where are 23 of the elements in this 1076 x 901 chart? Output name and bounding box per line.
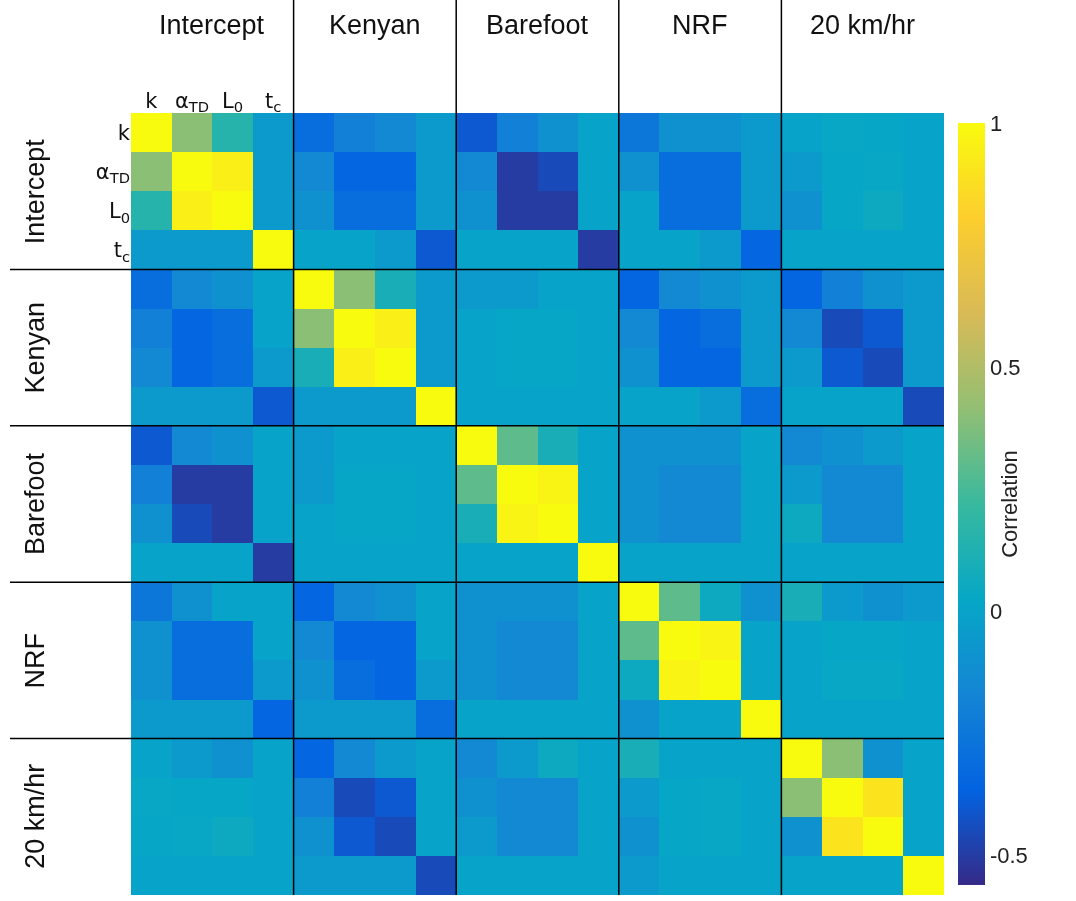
y-tick-label: L$_{0}$ bbox=[108, 199, 130, 226]
x-tick-label: k bbox=[145, 88, 159, 113]
color-bar-label: 1 bbox=[989, 110, 1003, 136]
text: NRF bbox=[19, 632, 50, 689]
text: 20 km/hr bbox=[20, 763, 51, 869]
y-tick-label: t$_{c}$ bbox=[113, 238, 130, 265]
text: Intercept bbox=[159, 10, 265, 40]
color-bar-label: 0.5 bbox=[989, 354, 1021, 380]
text: NRF bbox=[672, 10, 728, 40]
color-bar-title: Correlation bbox=[997, 450, 1022, 558]
y-tick-label: k bbox=[117, 120, 131, 145]
text: 20 km/hr bbox=[810, 10, 916, 40]
x-tick-label: α$_{TD}$ bbox=[174, 88, 210, 116]
color-bar-label: -0.5 bbox=[989, 843, 1028, 869]
text: Barefoot bbox=[486, 10, 589, 40]
text: Kenyan bbox=[20, 302, 51, 394]
y-tick-label: α$_{TD}$ bbox=[95, 160, 130, 187]
color-bar-label: 0 bbox=[989, 599, 1003, 625]
text: Barefoot bbox=[20, 452, 50, 555]
x-tick-label: L$_{0}$ bbox=[222, 88, 244, 116]
x-tick-label: t$_{c}$ bbox=[265, 88, 282, 116]
text: Kenyan bbox=[329, 10, 421, 40]
text: Intercept bbox=[19, 139, 50, 245]
